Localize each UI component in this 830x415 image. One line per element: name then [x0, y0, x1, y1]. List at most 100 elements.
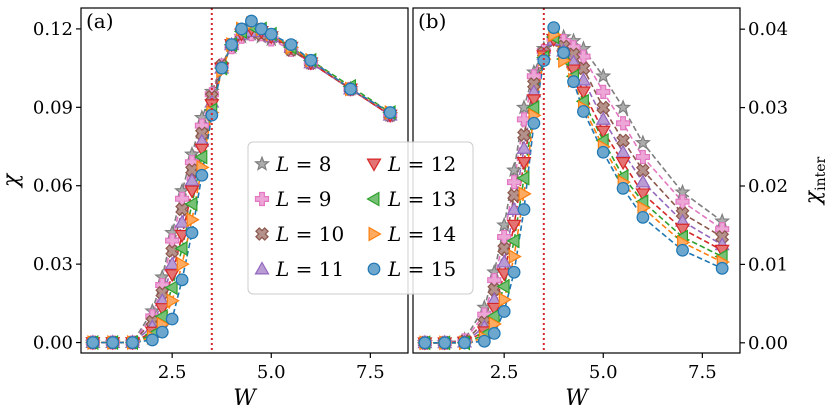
data-point: [516, 156, 532, 171]
legend-label: L = 11: [275, 257, 344, 281]
data-point: [676, 243, 689, 257]
data-point: [245, 14, 258, 28]
legend: L = 8 L = 9 L = 10 L = 11 L = 12 L = 13 L = 14…: [247, 141, 474, 295]
data-point: [635, 149, 650, 165]
data-point: [184, 196, 198, 212]
data-point: [106, 336, 120, 349]
legend-marker: [254, 261, 270, 275]
data-point: [567, 75, 580, 89]
x-tick-label: 7.5: [688, 362, 717, 383]
data-point: [154, 303, 170, 317]
data-point: [486, 302, 502, 317]
legend-marker: [366, 158, 382, 172]
data-point: [165, 312, 179, 326]
legend-entry: L = 8: [253, 152, 331, 176]
data-point: [194, 149, 208, 165]
data-point: [215, 61, 229, 75]
data-point: [636, 210, 650, 224]
data-point: [438, 336, 452, 350]
y-tick-label: 0.12: [33, 19, 73, 40]
data-point: [194, 143, 210, 157]
legend-marker: [255, 227, 269, 241]
data-point: [174, 229, 190, 244]
data-point: [184, 185, 200, 199]
legend-entry: L = 9: [254, 187, 331, 211]
legend-entry: L = 13: [366, 187, 456, 211]
data-point: [264, 27, 278, 41]
data-point: [518, 186, 532, 202]
series-markers: [86, 14, 397, 349]
x-tick-label: 2.5: [158, 362, 187, 383]
y-tick-label: 0.06: [33, 176, 73, 197]
legend-label: L = 14: [387, 222, 456, 246]
data-point: [615, 144, 631, 158]
data-point: [595, 125, 611, 139]
data-point: [615, 156, 631, 171]
data-point: [487, 326, 501, 340]
data-point: [166, 293, 180, 309]
data-point: [184, 172, 200, 186]
data-point: [383, 106, 397, 119]
x-tick-label: 5.0: [257, 362, 286, 383]
data-point: [595, 111, 611, 125]
legend-box: [247, 141, 474, 295]
legend-label: L = 13: [387, 187, 456, 211]
x-tick-label: 2.5: [490, 362, 519, 383]
data-point: [165, 233, 180, 248]
data-point: [616, 181, 630, 195]
data-point: [418, 336, 432, 350]
data-point: [155, 325, 169, 339]
data-point: [635, 174, 651, 188]
y-axis-label: χ: [0, 172, 24, 189]
legend-marker: [253, 155, 271, 171]
data-point: [596, 145, 610, 159]
x-axis-label: W: [565, 386, 590, 411]
data-point: [164, 280, 178, 296]
data-point: [674, 223, 691, 237]
legend-label: L = 10: [275, 222, 344, 246]
y-axis-label: χinter: [801, 156, 829, 206]
data-point: [304, 53, 318, 67]
data-point: [615, 99, 632, 115]
data-point: [515, 99, 533, 115]
data-point: [506, 219, 522, 233]
data-point: [517, 203, 531, 216]
data-point: [527, 116, 541, 130]
x-tick-label: 5.0: [589, 362, 618, 383]
series-line: [92, 30, 391, 344]
data-point: [174, 214, 190, 228]
legend-label: L = 15: [387, 257, 456, 281]
x-axis-label: W: [233, 386, 258, 411]
data-point: [344, 82, 357, 96]
data-point: [506, 201, 522, 215]
legend-marker: [368, 226, 382, 242]
legend-entry: L = 11: [254, 257, 344, 281]
legend-entry: L = 12: [366, 152, 456, 176]
y-tick-label: 0.09: [33, 97, 73, 118]
legend-label: L = 9: [275, 187, 331, 211]
y-tick-label: 0.01: [748, 254, 788, 275]
data-point: [507, 188, 521, 203]
data-point: [164, 256, 180, 270]
legend-label: L = 8: [275, 152, 331, 176]
data-point: [284, 38, 298, 51]
legend-entry: L = 10: [255, 222, 344, 246]
data-point: [508, 249, 522, 265]
data-point: [635, 163, 650, 178]
legend-marker: [254, 191, 270, 207]
data-point: [506, 174, 522, 190]
legend-entry: L = 15: [367, 257, 456, 281]
data-point: [186, 212, 200, 228]
data-point: [635, 188, 651, 202]
data-point: [185, 163, 199, 177]
data-point: [225, 38, 239, 51]
data-point: [175, 273, 189, 287]
data-point: [595, 67, 612, 84]
data-point: [458, 336, 471, 350]
legend-marker: [367, 262, 381, 276]
series-L-10: [92, 30, 391, 344]
data-point: [516, 112, 532, 127]
data-point: [516, 170, 530, 186]
y-tick-label: 0.03: [748, 98, 788, 119]
